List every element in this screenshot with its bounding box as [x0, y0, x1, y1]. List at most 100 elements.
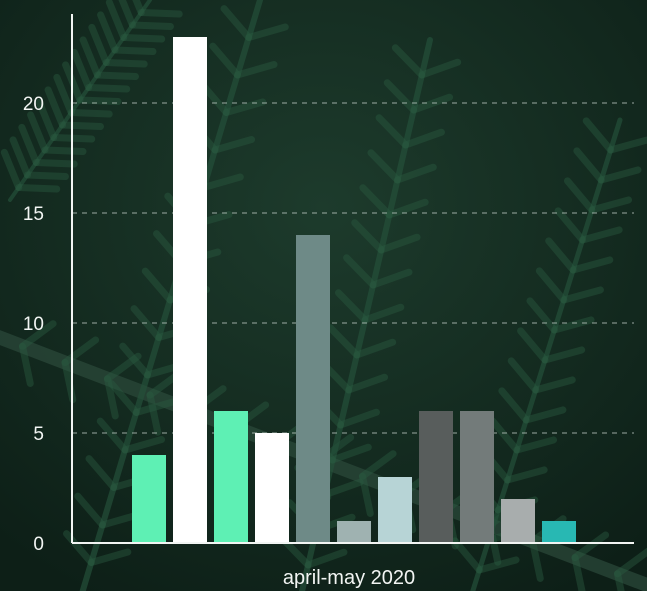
bar-3 — [214, 411, 248, 543]
fern-leaflet — [87, 548, 132, 566]
fern-leaflet — [337, 408, 380, 429]
fern-leaflet — [582, 117, 615, 154]
fern-leaflet — [507, 357, 540, 394]
fern-leaflet — [410, 93, 454, 114]
fern-leaflet — [44, 86, 66, 129]
fern-leaflet — [15, 184, 61, 193]
fern-leaflet — [211, 136, 256, 154]
fern-leaflet — [118, 0, 136, 29]
fern-leaflet — [573, 147, 605, 184]
fern-leaflet — [24, 171, 69, 181]
fern-leaflet — [121, 436, 166, 454]
x-axis-label: april-may 2020 — [283, 567, 415, 589]
bar-4 — [255, 433, 289, 543]
fern-leaflet — [535, 267, 568, 304]
fern-leaflet — [513, 436, 558, 454]
fern-leaflet — [18, 123, 40, 166]
fern-leaflet — [0, 148, 23, 191]
fern-leaflet — [108, 380, 140, 416]
bar-11 — [542, 521, 576, 543]
bar-7 — [378, 477, 412, 543]
fern-leaflet — [245, 23, 289, 41]
fern-leaflet — [614, 547, 647, 578]
fern-leaflet — [345, 373, 389, 394]
fern-leaflet — [32, 159, 78, 168]
fern-leaflet — [53, 73, 75, 116]
fern-leaflet — [326, 324, 361, 359]
fern-leaflet — [35, 98, 58, 141]
fern-leaflet — [9, 136, 31, 179]
fern-leaflet — [137, 9, 183, 18]
fern-leaflet — [304, 548, 348, 569]
fern-leaflet — [329, 443, 372, 464]
fern-leaflet — [141, 267, 174, 304]
fern-leaflet — [67, 109, 113, 118]
fern-stem — [8, 0, 152, 202]
fern-leaflet — [383, 79, 418, 114]
fern-leaflet — [111, 46, 157, 56]
fern-leaflet — [76, 96, 122, 106]
fern-leaflet — [343, 254, 377, 289]
bar-1 — [132, 455, 166, 543]
fern-leaflet — [97, 11, 119, 54]
fern-leaflet — [402, 128, 445, 149]
fern-leaflet — [63, 530, 95, 566]
bar-2 — [173, 37, 207, 543]
fern-leaflet — [59, 121, 104, 131]
y-tick-label: 5 — [33, 424, 44, 445]
fern-leaflet — [571, 554, 586, 591]
fern-leaflet — [61, 336, 100, 366]
fern-leaflet — [359, 184, 393, 219]
fern-leaflet — [369, 268, 413, 289]
fern-leaflet — [391, 44, 426, 79]
fern-leaflet — [579, 226, 623, 244]
fern-leaflet — [375, 114, 410, 149]
fern-leaflet — [104, 375, 119, 420]
bar-9 — [460, 411, 494, 543]
fern-leaflet — [79, 36, 101, 79]
fern-leaflet — [320, 478, 364, 499]
y-tick-label: 0 — [33, 534, 44, 555]
fern-leaflet — [554, 207, 586, 244]
bar-10 — [501, 499, 535, 543]
fern-leaflet — [353, 338, 397, 359]
fern-leaflet — [597, 166, 642, 184]
fern-leaflet — [569, 256, 614, 274]
fern-leaflet — [367, 149, 401, 184]
fern-leaflet — [614, 570, 625, 591]
fern-leaflet — [88, 23, 110, 66]
y-tick-labels: 0 5 10 15 20 — [23, 94, 44, 555]
fern-leaflet — [119, 342, 151, 379]
fern-leaflet — [532, 376, 576, 394]
y-tick-label: 15 — [23, 204, 44, 225]
fern-leaflet — [85, 455, 118, 491]
fern-leaflet — [488, 417, 521, 454]
fern-leaflet — [522, 406, 567, 424]
bars — [132, 37, 576, 543]
fern-leaflet — [377, 233, 421, 254]
fern-leaflet — [132, 0, 145, 16]
fern-leaflet — [102, 59, 148, 68]
fern-leaflet — [85, 84, 131, 93]
fern-leaflet — [351, 219, 385, 254]
fern-leaflet — [209, 42, 241, 79]
fern-leaflet — [526, 297, 558, 334]
fern-leaflet — [200, 173, 244, 191]
fern-leaflet — [146, 391, 162, 436]
fern-stem — [79, 0, 263, 591]
fern-leaflet — [529, 537, 544, 582]
bar-8 — [419, 411, 453, 543]
fern-leaflet — [498, 387, 530, 424]
fern-leaflet — [74, 492, 106, 529]
fern-leaflet — [451, 537, 483, 574]
fern-leaflet — [104, 352, 142, 383]
fern-leaflet — [19, 320, 57, 350]
bar-5 — [296, 235, 330, 543]
fern-leaflet — [334, 289, 369, 324]
fern-leaflet — [70, 48, 93, 91]
fern-leaflet — [545, 237, 577, 274]
fern-leaflet — [504, 466, 548, 484]
fern-leaflet — [418, 58, 462, 79]
y-tick-label: 20 — [23, 94, 44, 115]
